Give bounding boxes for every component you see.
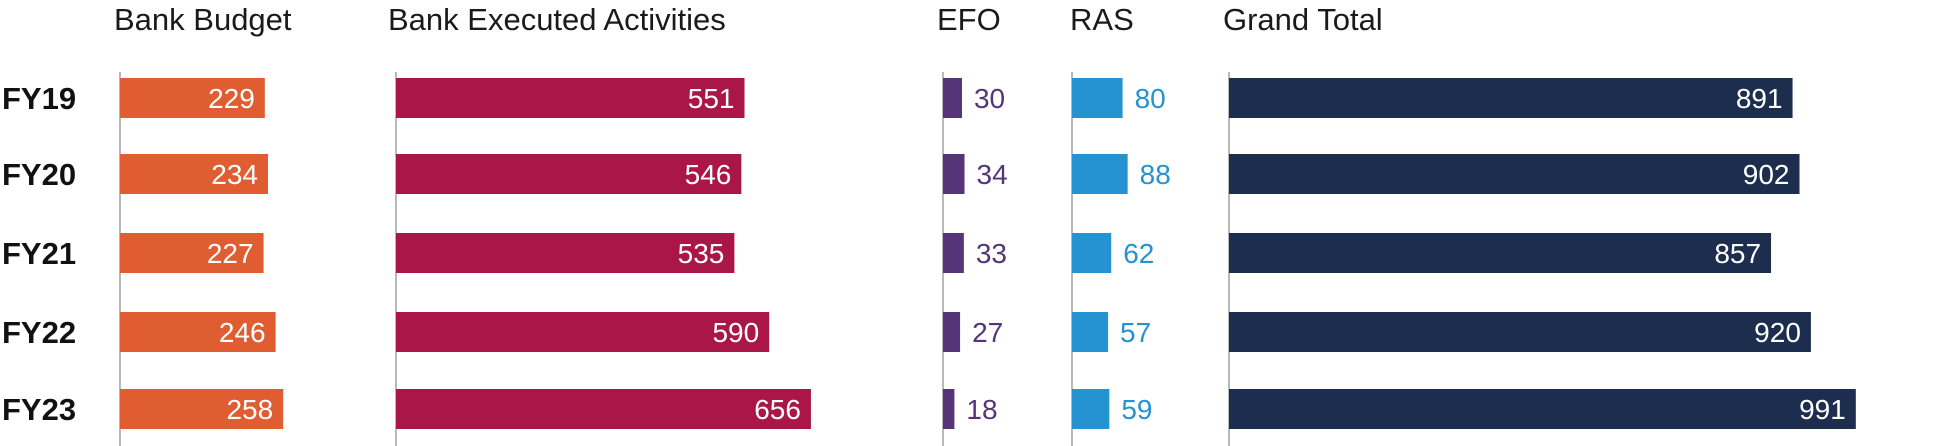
bar-efo-fy20 bbox=[943, 154, 965, 194]
bar-efo-fy19 bbox=[943, 78, 962, 118]
row-label-fy22: FY22 bbox=[2, 315, 76, 350]
value-label-bank-budget-fy21: 227 bbox=[207, 238, 254, 269]
bar-ras-fy19 bbox=[1072, 78, 1123, 118]
panel-title-ras: RAS bbox=[1070, 2, 1134, 37]
bar-grand-total-fy19 bbox=[1229, 78, 1793, 118]
value-label-efo-fy23: 18 bbox=[966, 394, 997, 425]
value-label-ras-fy22: 57 bbox=[1120, 317, 1151, 348]
value-label-ras-fy20: 88 bbox=[1140, 159, 1171, 190]
value-label-ras-fy23: 59 bbox=[1121, 394, 1152, 425]
bar-ras-fy20 bbox=[1072, 154, 1128, 194]
value-label-grand-total-fy21: 857 bbox=[1714, 238, 1761, 269]
bar-grand-total-fy21 bbox=[1229, 233, 1772, 273]
value-label-efo-fy21: 33 bbox=[976, 238, 1007, 269]
bar-bank-executed-activities-fy21 bbox=[396, 233, 735, 273]
bar-grand-total-fy23 bbox=[1229, 389, 1856, 429]
bar-bank-executed-activities-fy20 bbox=[396, 154, 742, 194]
value-label-bank-budget-fy20: 234 bbox=[211, 159, 258, 190]
row-label-fy23: FY23 bbox=[2, 392, 76, 427]
panel-title-bank-executed-activities: Bank Executed Activities bbox=[388, 2, 726, 37]
panel-title-efo: EFO bbox=[937, 2, 1001, 37]
bar-bank-budget-fy22 bbox=[120, 312, 276, 352]
bar-bank-budget-fy23 bbox=[120, 389, 284, 429]
bar-bank-budget-fy21 bbox=[120, 233, 264, 273]
bar-grand-total-fy22 bbox=[1229, 312, 1811, 352]
value-label-grand-total-fy23: 991 bbox=[1799, 394, 1846, 425]
bar-bank-executed-activities-fy22 bbox=[396, 312, 770, 352]
row-label-fy20: FY20 bbox=[2, 157, 76, 192]
bar-bank-budget-fy20 bbox=[120, 154, 269, 194]
row-label-fy21: FY21 bbox=[2, 236, 76, 271]
bar-ras-fy21 bbox=[1072, 233, 1112, 273]
value-label-grand-total-fy19: 891 bbox=[1736, 83, 1783, 114]
bar-efo-fy22 bbox=[943, 312, 961, 352]
value-label-bank-budget-fy22: 246 bbox=[219, 317, 266, 348]
bar-bank-executed-activities-fy19 bbox=[396, 78, 745, 118]
bar-ras-fy22 bbox=[1072, 312, 1109, 352]
value-label-grand-total-fy20: 902 bbox=[1743, 159, 1790, 190]
bar-bank-executed-activities-fy23 bbox=[396, 389, 811, 429]
value-label-bank-executed-activities-fy21: 535 bbox=[678, 238, 725, 269]
value-label-ras-fy19: 80 bbox=[1135, 83, 1166, 114]
value-label-bank-executed-activities-fy20: 546 bbox=[685, 159, 732, 190]
panel-title-grand-total: Grand Total bbox=[1223, 2, 1383, 37]
bar-bank-budget-fy19 bbox=[120, 78, 265, 118]
value-label-bank-executed-activities-fy23: 656 bbox=[754, 394, 801, 425]
bar-ras-fy23 bbox=[1072, 389, 1110, 429]
bar-grand-total-fy20 bbox=[1229, 154, 1800, 194]
panel-title-bank-budget: Bank Budget bbox=[114, 2, 292, 37]
bar-efo-fy23 bbox=[943, 389, 955, 429]
value-label-efo-fy20: 34 bbox=[977, 159, 1008, 190]
value-label-bank-budget-fy23: 258 bbox=[226, 394, 273, 425]
value-label-efo-fy19: 30 bbox=[974, 83, 1005, 114]
value-label-bank-executed-activities-fy19: 551 bbox=[688, 83, 735, 114]
bar-efo-fy21 bbox=[943, 233, 964, 273]
value-label-ras-fy21: 62 bbox=[1123, 238, 1154, 269]
value-label-grand-total-fy22: 920 bbox=[1754, 317, 1801, 348]
value-label-bank-budget-fy19: 229 bbox=[208, 83, 255, 114]
value-label-efo-fy22: 27 bbox=[972, 317, 1003, 348]
row-label-fy19: FY19 bbox=[2, 81, 76, 116]
value-label-bank-executed-activities-fy22: 590 bbox=[712, 317, 759, 348]
